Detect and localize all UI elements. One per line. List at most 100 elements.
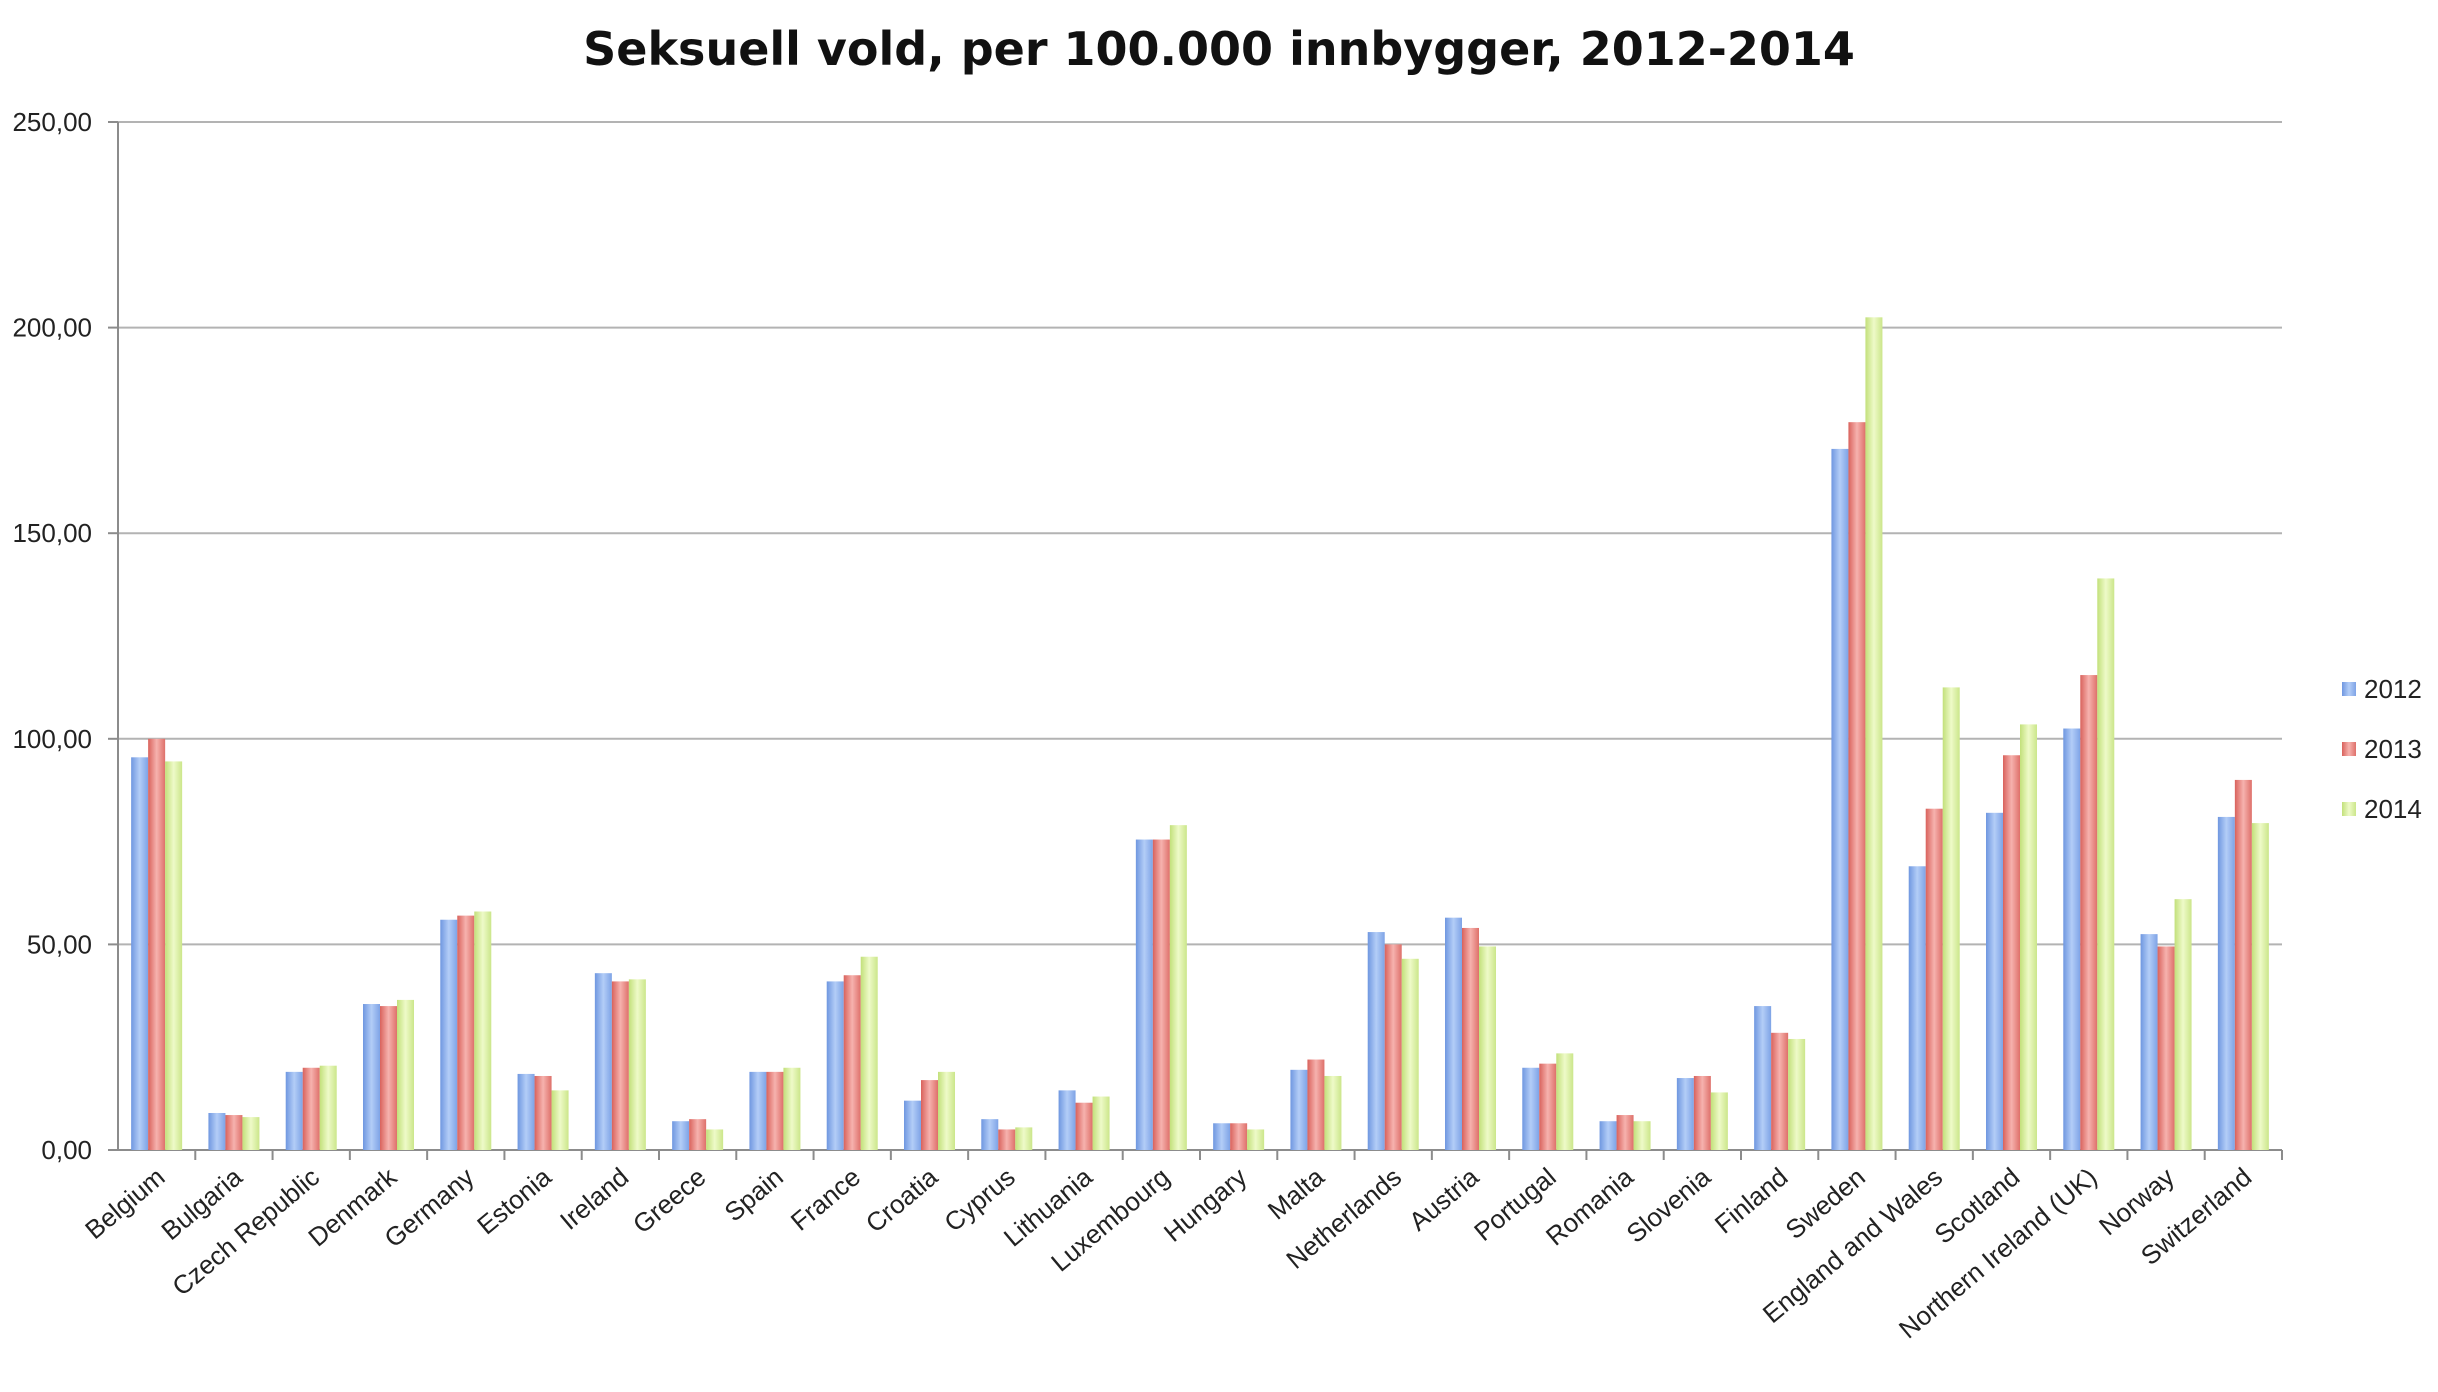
bars [131, 317, 2269, 1150]
bar-2013-romania [1616, 1115, 1634, 1150]
legend-label-2012: 2012 [2364, 674, 2422, 704]
bar-2014-england-and-wales [1942, 687, 1960, 1150]
bar-2012-scotland [1986, 812, 2003, 1150]
y-tick-labels: 0,00 50,00 100,00 150,00 200,00 250,00 [12, 107, 92, 1165]
bar-2013-portugal [1539, 1063, 1557, 1150]
y-tick-label: 250,00 [12, 107, 92, 137]
bar-2014-netherlands [1401, 958, 1419, 1150]
bar-2014-cyprus [1015, 1127, 1033, 1150]
y-tick-label: 150,00 [12, 518, 92, 548]
bar-2014-luxembourg [1169, 825, 1187, 1150]
x-tick-label: Ireland [554, 1162, 634, 1236]
x-tick-label: Estonia [471, 1161, 557, 1240]
bar-2014-switzerland [2251, 823, 2269, 1150]
x-tick-label: Greece [627, 1162, 712, 1240]
legend-label-2014: 2014 [2364, 794, 2422, 824]
bar-2012-netherlands [1367, 932, 1385, 1150]
bar-2014-spain [783, 1067, 801, 1150]
bar-2014-germany [474, 911, 492, 1150]
x-tick-label: Croatia [860, 1161, 944, 1238]
x-tick-label: Finland [1709, 1162, 1794, 1240]
bar-2014-norway [2174, 899, 2192, 1150]
bar-2013-netherlands [1384, 944, 1402, 1150]
bar-2012-belgium [131, 757, 149, 1150]
x-tick-label: Slovenia [1621, 1161, 1717, 1248]
bar-2012-romania [1599, 1121, 1617, 1150]
bar-2012-malta [1290, 1069, 1308, 1150]
bar-2014-hungary [1247, 1129, 1265, 1150]
bar-2014-france [860, 956, 878, 1150]
bar-2012-lithuania [1058, 1090, 1076, 1150]
bar-2013-denmark [380, 1006, 397, 1150]
bar-2014-austria [1479, 946, 1496, 1150]
bar-2013-cyprus [998, 1129, 1016, 1150]
legend-swatch-2013 [2342, 742, 2356, 756]
bar-2012-france [826, 981, 844, 1150]
x-tick-label: France [785, 1162, 866, 1237]
y-tick-label: 200,00 [12, 313, 92, 343]
bar-2013-finland [1771, 1032, 1789, 1150]
bar-2013-hungary [1230, 1123, 1248, 1150]
bar-2014-slovenia [1710, 1092, 1728, 1150]
y-tick-label: 50,00 [27, 929, 92, 959]
bar-2014-lithuania [1092, 1096, 1110, 1150]
bar-2014-estonia [551, 1090, 569, 1150]
bar-2013-germany [457, 915, 475, 1150]
y-tick-label: 0,00 [41, 1135, 92, 1165]
bar-2012-ireland [594, 973, 612, 1150]
bar-2012-england-and-wales [1908, 866, 1926, 1150]
bar-2012-bulgaria [208, 1112, 226, 1150]
x-tick-label: Malta [1262, 1161, 1330, 1225]
bar-2013-lithuania [1075, 1102, 1093, 1150]
bar-2012-cyprus [981, 1119, 999, 1150]
bar-2013-croatia [921, 1080, 938, 1150]
bar-2012-austria [1445, 917, 1462, 1150]
bar-2014-romania [1633, 1121, 1651, 1150]
bar-2013-switzerland [2234, 779, 2252, 1150]
bar-2013-england-and-wales [1925, 808, 1943, 1150]
bar-2013-belgium [148, 738, 166, 1150]
bar-2012-spain [749, 1071, 767, 1150]
bar-2012-denmark [363, 1004, 380, 1150]
bar-2012-northern-ireland-uk- [2063, 728, 2081, 1150]
chart-title: Seksuell vold, per 100.000 innbygger, 20… [583, 22, 1855, 76]
bar-2013-slovenia [1693, 1075, 1711, 1150]
bar-2014-malta [1324, 1075, 1342, 1150]
x-tick-label: Belgium [79, 1162, 170, 1245]
bar-2012-finland [1754, 1006, 1772, 1150]
bar-2012-hungary [1213, 1123, 1231, 1150]
bar-2014-finland [1788, 1038, 1806, 1150]
bar-2012-croatia [904, 1100, 921, 1150]
bar-2014-croatia [938, 1071, 955, 1150]
bar-2014-portugal [1556, 1053, 1574, 1150]
bar-2013-scotland [2003, 755, 2020, 1150]
bar-2014-sweden [1865, 317, 1883, 1150]
bar-2012-estonia [517, 1073, 535, 1150]
bar-2013-sweden [1848, 422, 1866, 1150]
bar-2012-czech-republic [285, 1071, 303, 1150]
bar-2012-switzerland [2217, 816, 2235, 1150]
legend-swatch-2012 [2342, 682, 2356, 696]
bar-2013-czech-republic [302, 1067, 320, 1150]
bar-2012-norway [2140, 934, 2158, 1150]
bar-2012-portugal [1522, 1067, 1540, 1150]
bar-2012-slovenia [1676, 1078, 1694, 1150]
bar-2014-belgium [165, 761, 183, 1150]
bar-2014-scotland [2020, 724, 2037, 1150]
x-tick-label: Spain [719, 1162, 789, 1228]
bar-2014-greece [706, 1129, 724, 1150]
x-tick-label: Romania [1540, 1161, 1639, 1251]
bar-2014-czech-republic [319, 1065, 337, 1150]
bar-2012-luxembourg [1135, 839, 1153, 1150]
bar-2013-ireland [611, 981, 629, 1150]
legend: 2012 2013 2014 [2342, 674, 2422, 824]
bar-2013-greece [689, 1119, 707, 1150]
bar-2013-bulgaria [225, 1115, 243, 1150]
bar-2012-greece [672, 1121, 690, 1150]
bar-2013-norway [2157, 946, 2175, 1150]
bar-2013-france [843, 975, 861, 1150]
bar-2013-malta [1307, 1059, 1325, 1150]
bar-2012-sweden [1831, 448, 1849, 1150]
